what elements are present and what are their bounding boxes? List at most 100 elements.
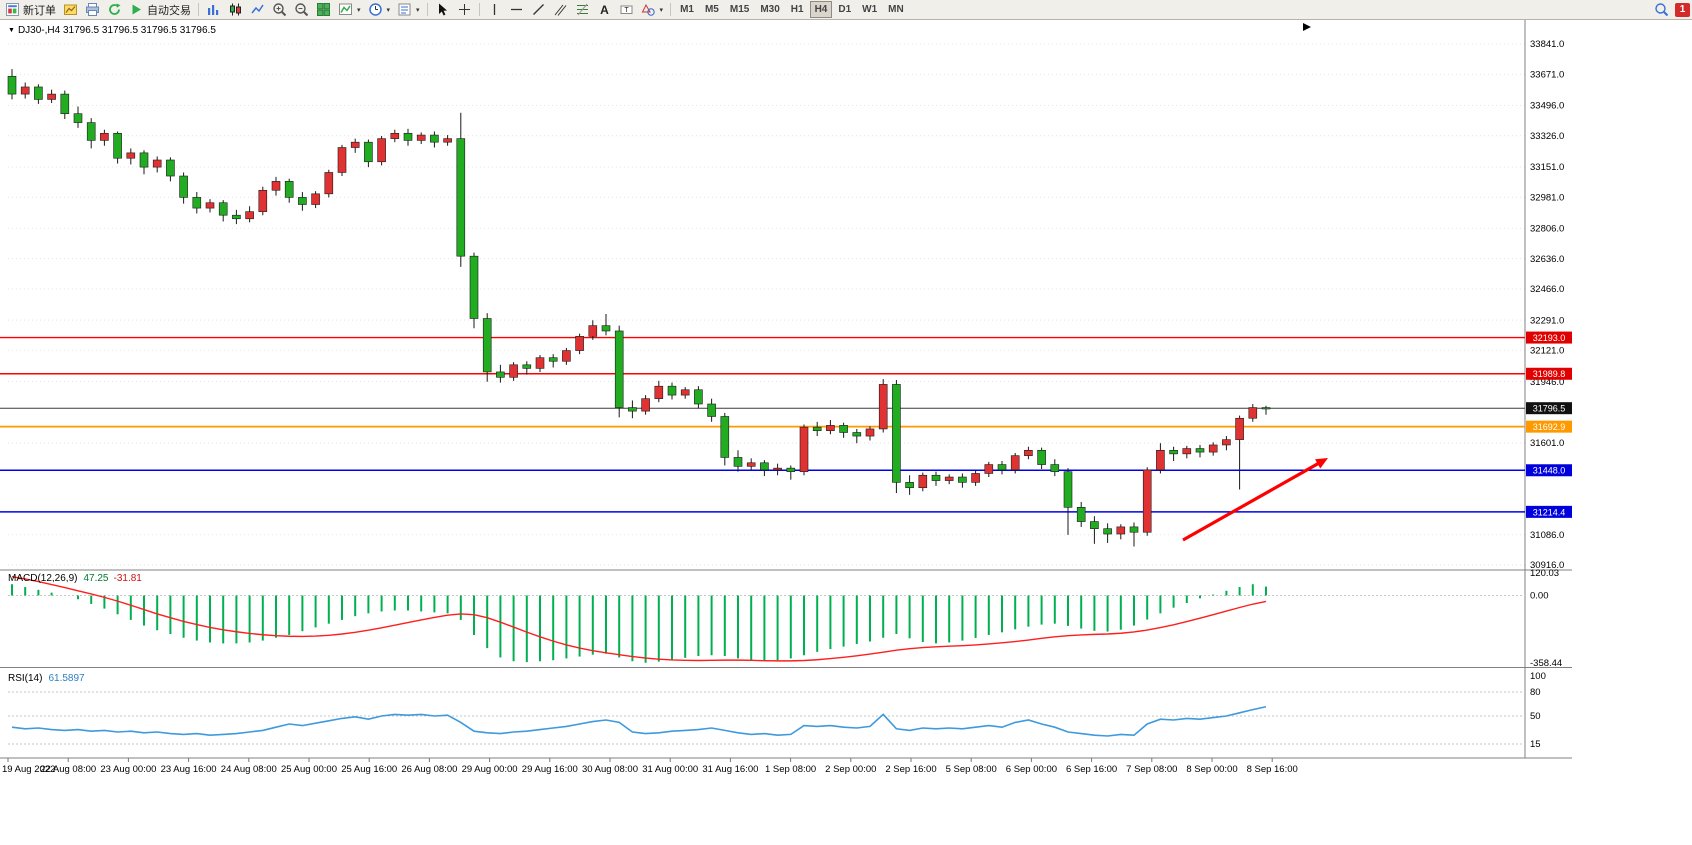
bar-chart-mode-button[interactable] bbox=[203, 1, 224, 18]
profiles-button[interactable] bbox=[60, 1, 81, 18]
new-order-icon bbox=[6, 3, 19, 16]
toolbar-separator bbox=[478, 3, 480, 16]
label-icon: T bbox=[620, 5, 633, 14]
line-chart-icon bbox=[251, 4, 264, 14]
label-tool-button[interactable]: T bbox=[616, 1, 637, 18]
time-tick-label: 30 Aug 08:00 bbox=[582, 764, 638, 775]
rsi-value: 61.5897 bbox=[48, 673, 85, 684]
price-badge-32193.0: 32193.0 bbox=[1526, 331, 1572, 344]
search-button[interactable] bbox=[1651, 1, 1672, 18]
rsi-indicator-label: RSI(14) 61.5897 bbox=[8, 673, 85, 684]
timeframe-M5[interactable]: M5 bbox=[700, 1, 724, 18]
candlestick-mode-button[interactable] bbox=[225, 1, 246, 18]
time-tick-label: 31 Aug 00:00 bbox=[642, 764, 698, 775]
rsi-title: RSI(14) bbox=[8, 673, 43, 684]
dropdown-caret: ▾ bbox=[416, 6, 420, 14]
price-axis[interactable]: 33841.0 33671.0 33496.0 33326.0 33151.0 32981… bbox=[1530, 39, 1564, 571]
shapes-tool-button[interactable]: ▾ bbox=[638, 1, 667, 18]
macd-indicator-label: MACD(12,26,9) 47.25 -31.81 bbox=[8, 573, 142, 584]
time-tick-label: 6 Sep 00:00 bbox=[1006, 764, 1057, 775]
price-badge-31692.9: 31692.9 bbox=[1526, 420, 1572, 433]
svg-text:31692.9: 31692.9 bbox=[1533, 422, 1566, 432]
time-tick-label: 25 Aug 00:00 bbox=[281, 764, 337, 775]
pane-separators bbox=[0, 20, 1572, 759]
price-badge-31448.0: 31448.0 bbox=[1526, 464, 1572, 477]
dropdown-caret: ▾ bbox=[357, 6, 361, 14]
svg-text:T: T bbox=[624, 7, 629, 14]
zoom-in-button[interactable] bbox=[269, 1, 290, 18]
price-tick-label: 33326.0 bbox=[1530, 131, 1564, 142]
timeframe-H4[interactable]: H4 bbox=[809, 1, 833, 18]
macd-main-value: 47.25 bbox=[83, 573, 109, 584]
rsi-axis-label: 15 bbox=[1530, 739, 1541, 750]
bar-chart-icon bbox=[208, 5, 219, 15]
rsi-axis-label: 50 bbox=[1530, 711, 1541, 722]
print-icon bbox=[86, 3, 99, 16]
crosshair-button[interactable] bbox=[454, 1, 475, 18]
chart-collapse-icon[interactable]: ▼ bbox=[8, 27, 15, 34]
time-tick-label: 23 Aug 16:00 bbox=[161, 764, 217, 775]
toolbar-separator bbox=[426, 3, 428, 16]
trend-arrow[interactable] bbox=[1182, 458, 1328, 542]
time-tick-label: 1 Sep 08:00 bbox=[765, 764, 816, 775]
svg-text:31989.8: 31989.8 bbox=[1533, 369, 1566, 379]
timeframe-M15[interactable]: M15 bbox=[725, 1, 754, 18]
channel-icon bbox=[554, 4, 566, 16]
print-preview-button[interactable] bbox=[82, 1, 103, 18]
timeframe-MN[interactable]: MN bbox=[883, 1, 909, 18]
timeframe-H1[interactable]: H1 bbox=[786, 1, 809, 18]
horizontal-lines[interactable] bbox=[0, 336, 1525, 513]
macd-axis-label: 120.03 bbox=[1530, 568, 1559, 579]
rsi-line bbox=[11, 705, 1267, 737]
price-badge-31214.4: 31214.4 bbox=[1526, 505, 1572, 518]
price-tick-label: 33841.0 bbox=[1530, 39, 1564, 50]
chart-title: DJ30-,H4 31796.5 31796.5 31796.5 31796.5 bbox=[17, 25, 216, 36]
zoom-out-icon bbox=[295, 3, 309, 17]
macd-title: MACD(12,26,9) bbox=[8, 573, 78, 584]
time-tick-label: 8 Sep 00:00 bbox=[1186, 764, 1237, 775]
price-tick-label: 33671.0 bbox=[1530, 70, 1564, 81]
macd-axis-label: -358.44 bbox=[1530, 658, 1562, 669]
channel-tool-button[interactable] bbox=[550, 1, 571, 18]
rsi-axis-label: 80 bbox=[1530, 687, 1541, 698]
timeframe-D1[interactable]: D1 bbox=[833, 1, 856, 18]
price-tick-label: 33151.0 bbox=[1530, 162, 1564, 173]
zoom-in-icon bbox=[273, 3, 287, 17]
vertical-line-tool-button[interactable] bbox=[484, 1, 505, 18]
timeframe-M1[interactable]: M1 bbox=[675, 1, 699, 18]
price-tick-label: 32636.0 bbox=[1530, 254, 1564, 265]
rsi-levels bbox=[8, 691, 1525, 745]
time-tick-label: 8 Sep 16:00 bbox=[1247, 764, 1298, 775]
autotrade-button[interactable]: 自动交易 bbox=[126, 1, 194, 18]
line-chart-mode-button[interactable] bbox=[247, 1, 268, 18]
text-tool-button[interactable]: A bbox=[594, 1, 615, 18]
time-tick-label: 19 Aug 2022 bbox=[2, 764, 55, 775]
price-tick-label: 33496.0 bbox=[1530, 101, 1564, 112]
price-shift-marker[interactable] bbox=[1303, 23, 1311, 31]
tile-windows-icon bbox=[317, 3, 331, 17]
templates-button[interactable]: ▾ bbox=[394, 1, 423, 18]
notification-badge[interactable]: 1 bbox=[1675, 2, 1690, 17]
indicators-button[interactable]: ▾ bbox=[335, 1, 364, 18]
profiles-icon bbox=[64, 4, 77, 15]
price-tick-label: 30916.0 bbox=[1530, 560, 1564, 571]
fibonacci-tool-button[interactable] bbox=[572, 1, 593, 18]
candlestick-icon bbox=[230, 3, 241, 16]
new-order-button[interactable]: 新订单 bbox=[2, 1, 59, 18]
tile-windows-button[interactable] bbox=[313, 1, 334, 18]
horizontal-line-tool-button[interactable] bbox=[506, 1, 527, 18]
timeframe-W1[interactable]: W1 bbox=[857, 1, 882, 18]
zoom-out-button[interactable] bbox=[291, 1, 312, 18]
macd-histogram bbox=[11, 584, 1267, 663]
price-tick-label: 32291.0 bbox=[1530, 315, 1564, 326]
time-tick-label: 2 Sep 16:00 bbox=[885, 764, 936, 775]
timeframe-M30[interactable]: M30 bbox=[755, 1, 784, 18]
periods-button[interactable]: ▾ bbox=[365, 1, 394, 18]
clock-icon bbox=[368, 3, 382, 16]
trendline-tool-button[interactable] bbox=[528, 1, 549, 18]
refresh-button[interactable] bbox=[104, 1, 125, 18]
cursor-button[interactable] bbox=[432, 1, 453, 18]
